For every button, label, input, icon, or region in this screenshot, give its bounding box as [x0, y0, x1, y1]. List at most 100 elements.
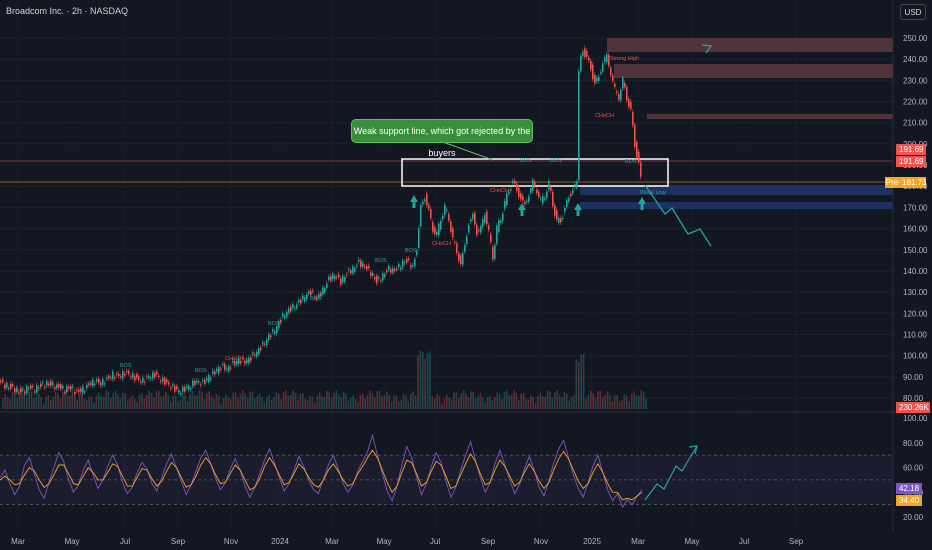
rsi-panel	[0, 433, 893, 509]
candle-body	[488, 225, 490, 230]
volume-bar	[251, 391, 254, 409]
structure-label: BOS	[195, 368, 207, 374]
volume-bar	[28, 391, 30, 409]
volume-bar	[309, 396, 311, 409]
candle-body	[10, 383, 12, 389]
volume-bar	[47, 395, 50, 409]
candle-body	[208, 375, 210, 383]
candle-body	[70, 386, 72, 390]
volume-bar	[326, 391, 328, 409]
volume-bar	[458, 397, 460, 409]
volume-bar	[616, 395, 618, 409]
volume-bar	[299, 394, 302, 409]
candle-body	[22, 388, 24, 390]
candle-body	[420, 205, 422, 227]
candle-body	[574, 184, 576, 188]
candle-body	[388, 265, 390, 270]
volume-bar	[110, 397, 112, 409]
volume-bar	[162, 395, 165, 409]
candle-body	[602, 63, 604, 72]
candle-body	[236, 360, 238, 365]
volume-bar	[534, 402, 537, 409]
candle-body	[160, 380, 162, 382]
volume-bar	[261, 397, 263, 409]
candle-body	[560, 218, 562, 223]
candle-body	[140, 381, 142, 383]
candle-body	[402, 260, 404, 268]
candle-body	[188, 385, 190, 390]
candle-body	[486, 211, 488, 225]
volume-bar	[486, 397, 489, 409]
candle-body	[536, 189, 538, 194]
candle-body	[104, 383, 106, 385]
volume-bar	[359, 394, 362, 409]
volume-bar	[129, 397, 131, 409]
candle-body	[634, 124, 636, 147]
volume-bar	[561, 397, 563, 409]
candle-body	[626, 86, 628, 101]
candle-body	[386, 270, 388, 273]
candle-body	[476, 224, 478, 236]
volume-bar	[222, 398, 225, 409]
candle-body	[164, 378, 166, 385]
structure-label: CHoCH	[225, 356, 244, 362]
volume-bars	[2, 350, 647, 409]
candle-body	[234, 361, 236, 366]
candle-body	[96, 379, 98, 382]
structure-label: CHoCH	[432, 241, 451, 247]
volume-bar	[158, 390, 160, 409]
candle-body	[412, 265, 414, 267]
candle-body	[442, 215, 444, 220]
structure-labels: BOS BOS BOS BOS BOS BOS BOS CHoCH CHoCH CHoCH CHoC…	[120, 56, 666, 374]
volume-bar	[117, 394, 119, 409]
candle-body	[138, 376, 140, 380]
time-tick: Mar	[325, 537, 339, 546]
volume-bar	[119, 397, 122, 409]
volume-bar	[491, 400, 494, 409]
volume-bar	[527, 399, 530, 409]
volume-bar	[333, 392, 335, 409]
candle-body	[30, 385, 32, 389]
candle-body	[528, 196, 530, 202]
volume-bar	[148, 390, 150, 409]
candle-body	[380, 280, 382, 282]
candle-body	[348, 269, 350, 271]
currency-button[interactable]: USD	[900, 4, 926, 20]
volume-bar	[525, 398, 527, 409]
candle-body	[576, 181, 578, 188]
candle-body	[248, 357, 250, 364]
volume-bar	[570, 397, 573, 409]
price-axis: 80.00 90.00 100.00 110.00 120.00 130.00 140.00…	[0, 0, 932, 532]
candle-body	[40, 383, 42, 387]
time-tick: Nov	[224, 537, 238, 546]
volume-bar	[239, 393, 242, 409]
volume-bar	[323, 396, 326, 409]
volume-bar	[278, 393, 280, 409]
volume-bar	[318, 392, 321, 409]
candle-body	[102, 379, 104, 386]
candle-body	[608, 54, 610, 66]
volume-bar	[450, 399, 453, 409]
volume-bar	[592, 393, 594, 409]
volume-bar	[126, 400, 129, 409]
volume-bar	[640, 390, 642, 409]
candle-body	[496, 225, 498, 244]
time-tick: May	[684, 537, 699, 546]
candle-body	[156, 371, 158, 375]
candle-body	[276, 326, 278, 334]
candle-body	[192, 380, 194, 387]
volume-bar	[215, 394, 218, 409]
volume-bar	[496, 392, 498, 409]
rsi-tick: 100.00	[903, 414, 928, 423]
price-tick: 150.00	[903, 246, 928, 255]
volume-bar	[544, 396, 546, 409]
volume-bar	[539, 392, 542, 409]
candle-body	[66, 386, 68, 393]
volume-bar	[306, 400, 309, 409]
buy-arrow	[518, 203, 526, 216]
volume-bar	[532, 397, 534, 409]
volume-bar	[105, 390, 107, 409]
volume-bar	[330, 397, 333, 409]
time-tick: Sep	[789, 537, 804, 546]
